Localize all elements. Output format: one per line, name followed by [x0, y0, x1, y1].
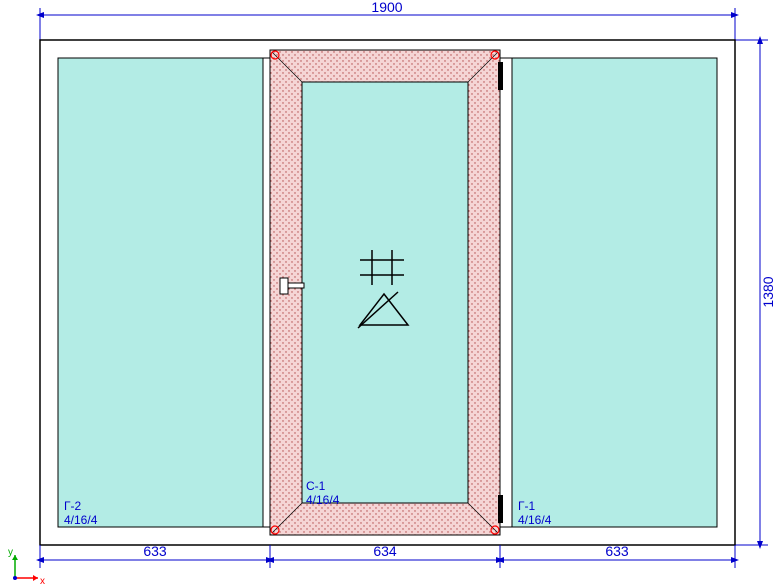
- center-pane: [302, 82, 468, 503]
- window-technical-drawing: 1900 1380: [0, 0, 784, 588]
- axes-icon: x y: [8, 547, 45, 587]
- dim-bottom-3: 633: [605, 543, 629, 559]
- dim-bottom-2: 634: [373, 543, 397, 559]
- center-pane-spec: 4/16/4: [306, 493, 340, 507]
- axis-y-label: y: [8, 547, 13, 558]
- right-pane-id: Г-1: [518, 499, 535, 513]
- right-pane: [512, 58, 717, 527]
- dim-right-value: 1380: [760, 276, 776, 307]
- dimension-right: 1380: [735, 40, 776, 545]
- dim-bottom-1: 633: [143, 543, 167, 559]
- axis-x-label: x: [40, 576, 45, 587]
- center-pane-id: С-1: [306, 479, 326, 493]
- left-pane: [58, 58, 263, 527]
- dim-top-value: 1900: [371, 0, 402, 15]
- hinge-top-icon: [498, 62, 503, 90]
- hinge-bottom-icon: [498, 495, 503, 523]
- right-pane-spec: 4/16/4: [518, 513, 552, 527]
- left-pane-spec: 4/16/4: [64, 513, 98, 527]
- dimension-top: 1900: [40, 0, 735, 40]
- left-pane-id: Г-2: [64, 499, 81, 513]
- dimension-bottom: 633 634 633: [40, 543, 735, 568]
